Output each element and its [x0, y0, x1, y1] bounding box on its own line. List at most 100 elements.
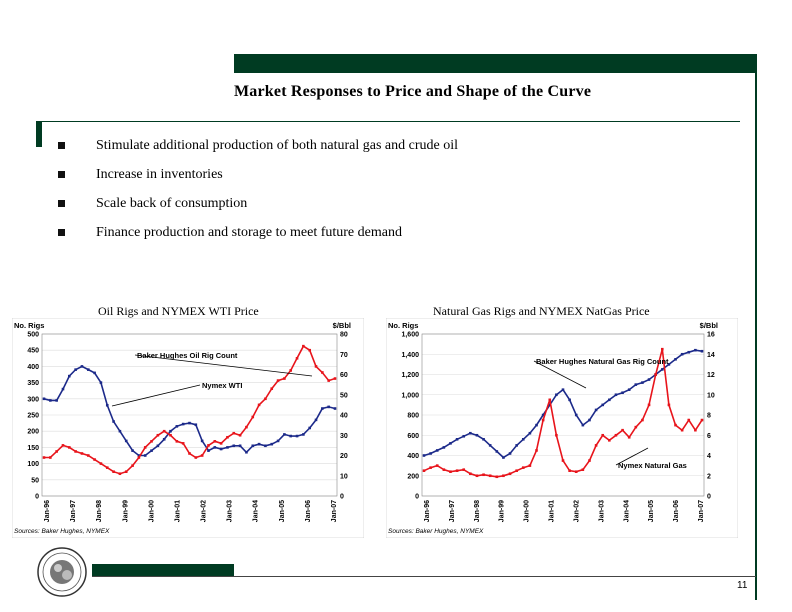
data-point [283, 377, 286, 380]
data-point [93, 371, 96, 375]
data-point [521, 466, 525, 469]
data-point [143, 446, 147, 449]
bottom-accent-bar [92, 564, 234, 576]
right-axis-unit: $/Bbl [700, 321, 718, 330]
left-tick-label: 350 [27, 380, 39, 387]
data-point [251, 444, 255, 448]
data-point [289, 434, 293, 438]
square-bullet-icon [58, 171, 65, 178]
data-point [333, 407, 337, 410]
data-point [541, 413, 545, 417]
data-point [181, 422, 185, 426]
data-point [276, 439, 280, 443]
data-point [548, 403, 552, 407]
data-point [475, 474, 479, 478]
data-point [143, 454, 147, 457]
data-point [74, 368, 77, 371]
x-tick-label: Jan-01 [549, 500, 556, 522]
data-point [488, 474, 492, 478]
left-tick-label: 0 [415, 494, 419, 501]
data-point [194, 456, 198, 459]
data-point [118, 472, 122, 476]
data-point [232, 431, 236, 435]
left-tick-label: 500 [27, 332, 39, 339]
bottom-rule [92, 576, 756, 577]
data-point [175, 425, 179, 428]
data-point [80, 452, 84, 455]
x-tick-label: Jan-03 [598, 500, 605, 522]
data-point [641, 381, 644, 384]
data-point [188, 421, 191, 425]
data-point [429, 452, 432, 455]
data-point [654, 373, 657, 376]
data-point [502, 456, 505, 459]
data-point [574, 413, 578, 417]
data-point [302, 344, 305, 348]
annotation-pointer [134, 354, 313, 377]
data-point [200, 454, 204, 457]
data-point [213, 440, 217, 443]
bullet-item: Stimulate additional production of both … [58, 136, 458, 165]
data-point [502, 474, 505, 478]
data-point [257, 403, 261, 407]
x-tick-label: Jan-02 [573, 500, 580, 522]
data-point [680, 352, 684, 356]
data-point [614, 393, 618, 397]
data-point [660, 347, 664, 351]
plot-area [41, 333, 338, 497]
data-point [475, 433, 479, 437]
data-point [321, 371, 324, 374]
data-point [422, 469, 426, 472]
right-border-line [755, 54, 757, 600]
right-tick-label: 40 [340, 413, 348, 420]
data-point [55, 399, 58, 402]
left-tick-label: 400 [27, 364, 39, 371]
oil-rigs-wti-chart: No. Rigs $/Bbl 500 450 400 350 300 250 200 150 100… [12, 318, 364, 538]
data-point [156, 444, 160, 448]
data-point [238, 444, 242, 448]
data-point [86, 368, 90, 371]
data-point [442, 446, 446, 449]
left-tick-label: 800 [407, 413, 419, 420]
data-point [245, 425, 248, 429]
data-point [535, 423, 538, 427]
x-tick-label: Jan-02 [201, 500, 208, 522]
data-point [194, 423, 198, 427]
data-point [112, 470, 115, 473]
left-tick-label: 400 [407, 453, 419, 460]
data-point [435, 464, 439, 467]
x-tick-label: Jan-96 [44, 500, 51, 522]
left-axis-unit: No. Rigs [14, 321, 44, 330]
left-tick-label: 100 [27, 461, 39, 468]
data-point [49, 456, 52, 459]
data-point [181, 442, 185, 445]
x-tick-label: Jan-05 [279, 500, 286, 522]
slide-title: Market Responses to Price and Shape of t… [234, 83, 592, 100]
series-annotation: Baker Hughes Natural Gas Rig Count [536, 357, 669, 366]
bullet-text: Increase in inventories [96, 167, 223, 182]
data-point [641, 418, 644, 422]
data-point [614, 433, 618, 437]
data-point [99, 462, 103, 465]
data-point [226, 446, 229, 449]
x-tick-label: Jan-96 [424, 500, 431, 522]
data-point [555, 433, 558, 437]
data-point [61, 387, 65, 391]
right-tick-label: 2 [707, 473, 711, 480]
right-tick-label: 12 [707, 372, 715, 379]
data-point [674, 358, 677, 361]
series-annotation: Nymex Natural Gas [618, 461, 687, 470]
right-tick-label: 30 [340, 433, 348, 440]
data-point [449, 470, 452, 473]
left-accent-bar [36, 121, 42, 147]
bullet-text: Scale back of consumption [96, 196, 248, 211]
data-point [270, 442, 274, 446]
data-point [700, 418, 704, 422]
data-point [455, 469, 459, 472]
chart-frame [12, 318, 364, 538]
data-point [574, 470, 578, 473]
data-point [687, 418, 691, 422]
data-point [124, 439, 128, 443]
data-point [55, 450, 58, 453]
data-point [137, 456, 141, 459]
